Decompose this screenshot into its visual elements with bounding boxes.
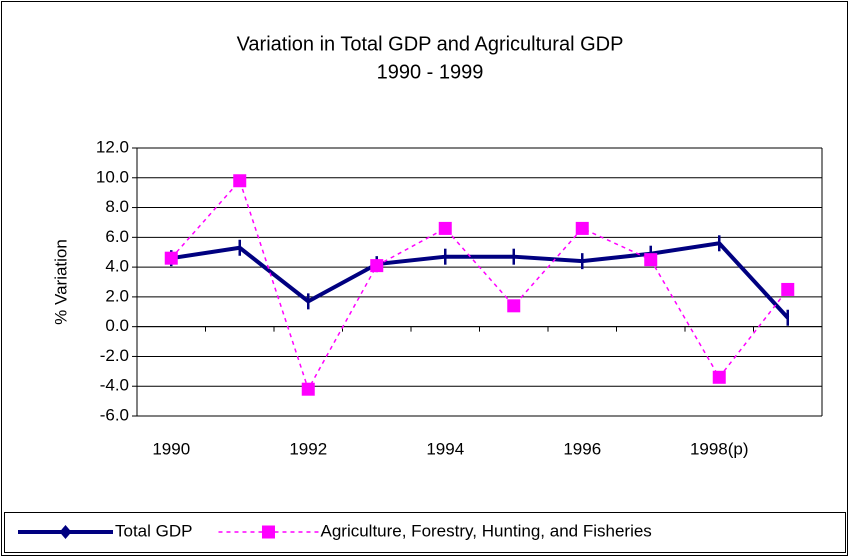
series-line [170, 241, 790, 320]
y-tick-label: 2.0 [105, 286, 129, 305]
point [164, 251, 178, 265]
chart-title: Variation in Total GDP and Agricultural … [237, 33, 624, 55]
y-tick-label: -2.0 [100, 346, 129, 365]
y-tick-label: 12.0 [96, 137, 129, 156]
y-tick-label: 6.0 [105, 227, 129, 246]
y-tick-label: 4.0 [105, 257, 129, 276]
point [575, 221, 589, 235]
legend-label: Agriculture, Forestry, Hunting, and Fish… [320, 521, 651, 540]
point [438, 221, 452, 235]
x-tick-label: 1990 [152, 439, 190, 458]
point [712, 370, 726, 384]
legend-box [4, 512, 846, 553]
point [507, 299, 521, 313]
point [644, 253, 658, 267]
series-line [170, 179, 789, 392]
x-tick-label: 1998(p) [690, 439, 749, 458]
y-tick-label: 8.0 [105, 197, 129, 216]
x-tick-label: 1992 [289, 439, 327, 458]
point [301, 382, 315, 396]
y-tick-label: -4.0 [100, 376, 129, 395]
legend-marker [261, 525, 275, 539]
y-tick-label: -6.0 [100, 405, 129, 424]
point [370, 259, 384, 273]
legend-marker [59, 525, 72, 539]
x-tick-label: 1994 [426, 439, 464, 458]
point [781, 282, 795, 296]
y-tick-label: 0.0 [105, 316, 129, 335]
legend-label: Total GDP [115, 521, 192, 540]
chart-subtitle: 1990 - 1999 [377, 61, 484, 83]
y-axis-label: % Variation [51, 239, 70, 325]
y-tick-label: 10.0 [96, 167, 129, 186]
x-tick-label: 1996 [563, 439, 601, 458]
point [233, 174, 247, 188]
